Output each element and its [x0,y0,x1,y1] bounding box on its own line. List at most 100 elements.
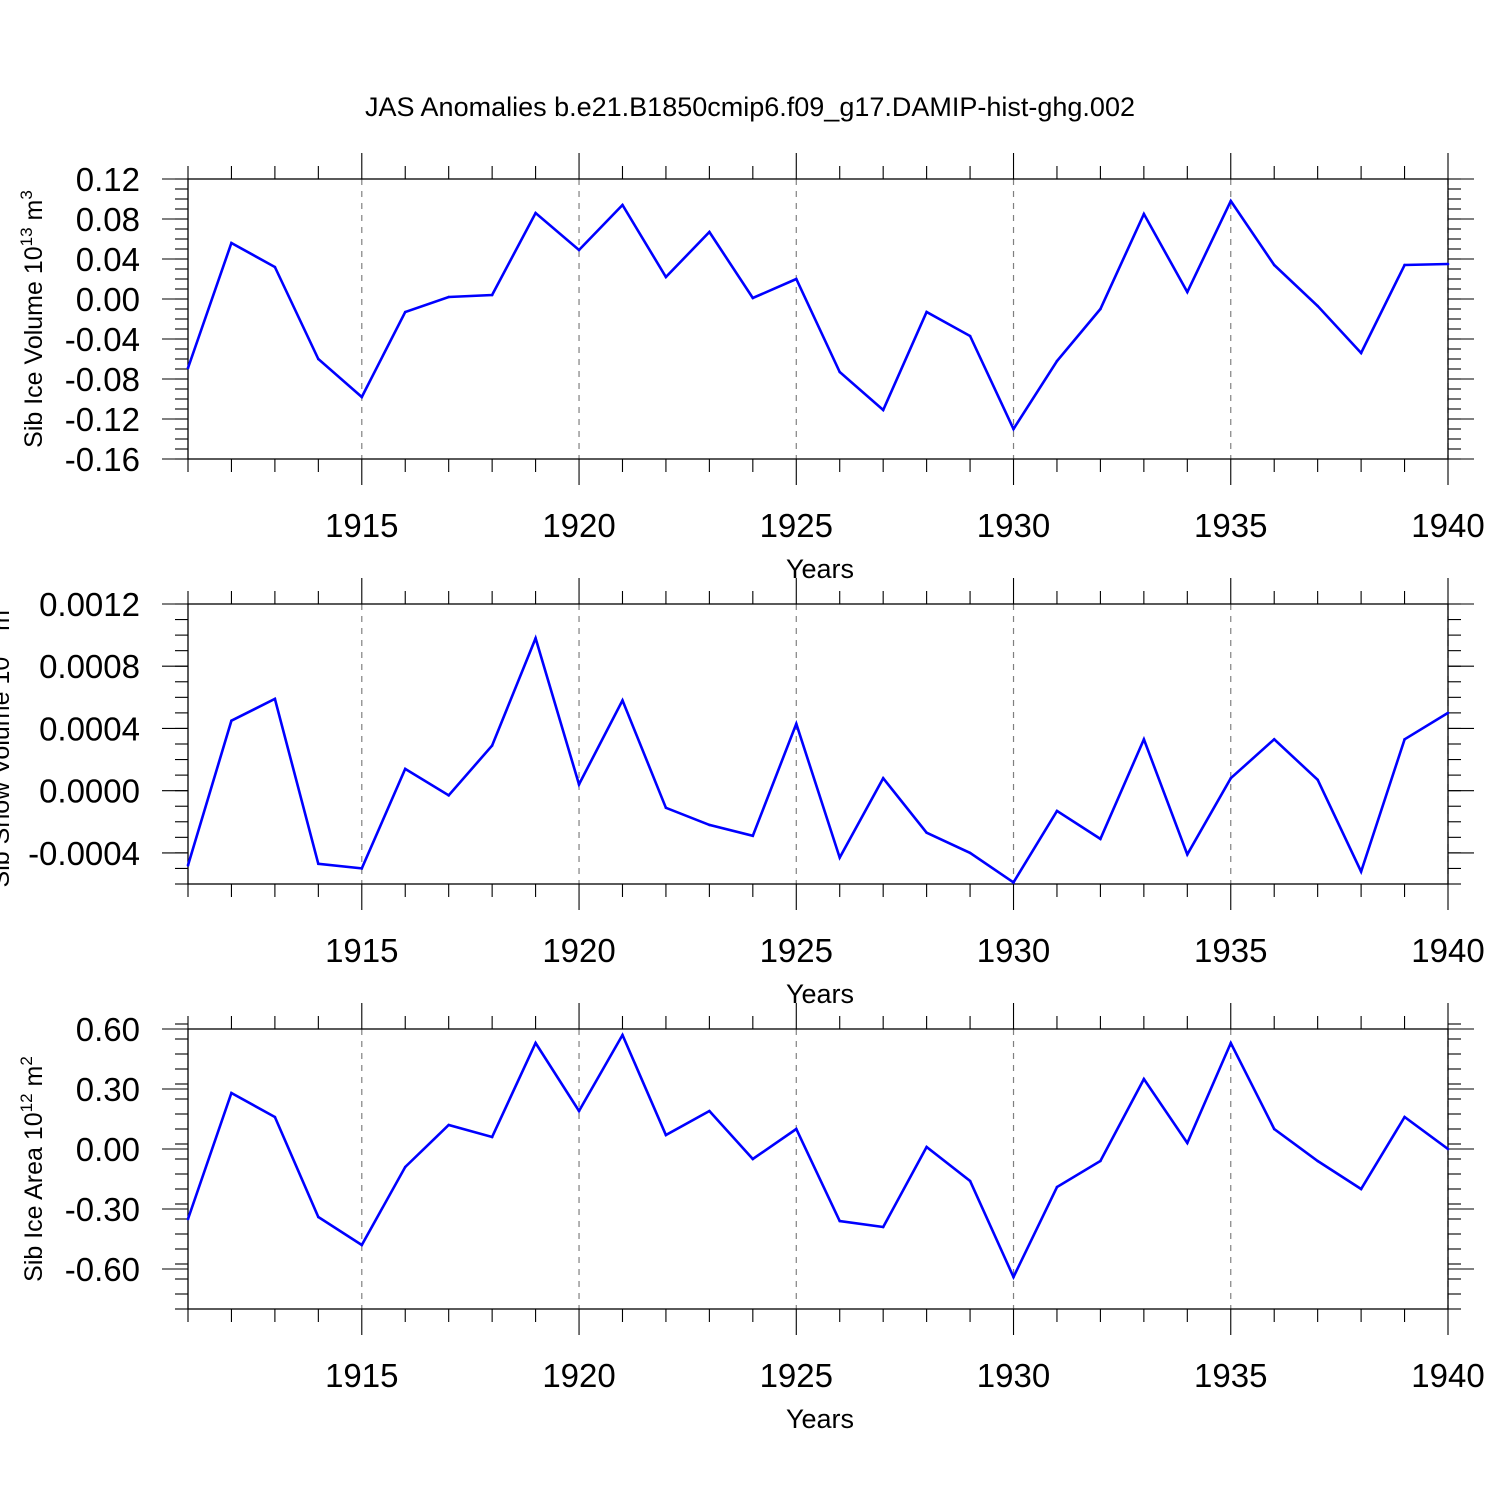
data-point [1229,199,1233,203]
x-tick-label: 1940 [1411,1357,1484,1394]
data-point [1403,1115,1406,1119]
data-point [708,1109,711,1113]
y-tick-label: 0.00 [76,1131,140,1168]
data-point [1012,881,1015,884]
data-point [230,1091,233,1095]
data-point [1186,290,1189,294]
x-tick-label: 1940 [1411,932,1484,969]
data-point [794,722,798,726]
y-tick-label: 0.0000 [39,773,140,810]
data-point [360,395,364,399]
data-point [230,719,233,722]
panel-1: 0.120.080.040.00-0.04-0.08-0.12-0.16 1915… [17,153,1485,584]
y-tick-label: -0.60 [65,1251,140,1288]
y-tick-label: -0.30 [65,1191,140,1228]
x-tick-label: 1935 [1194,932,1267,969]
y-axis-label: Sib Ice Area 1012 m2 [17,1056,48,1282]
data-point [534,1041,537,1045]
data-point [1446,1147,1450,1151]
data-point [230,241,233,245]
y-tick-label: 0.60 [76,1011,140,1048]
data-point [1316,778,1319,782]
x-tick-label: 1920 [542,507,615,544]
data-point [1359,351,1363,355]
data-point [1055,1185,1059,1189]
data-point [1099,307,1102,311]
data-point [1055,359,1059,363]
data-point [1142,738,1146,741]
x-tick-label: 1915 [325,932,398,969]
y-tick-label: 0.30 [76,1071,140,1108]
x-tick-label: 1930 [977,507,1050,544]
data-point [1403,738,1406,741]
data-point [1142,1077,1146,1081]
data-point [664,1133,668,1137]
data-point [968,334,972,338]
y-tick-label: 0.0008 [39,648,140,685]
y-tick-label: 0.04 [76,241,140,278]
x-axis-label: Years [786,1404,854,1434]
data-point [577,1109,581,1113]
panel-2: 0.0012 0.0008 0.0004 0.0000 -0.0004 1915 1920 1… [0,578,1485,1009]
data-point [794,1127,798,1131]
data-point [317,357,320,361]
x-tick-label: 1935 [1194,507,1267,544]
data-point [1316,1159,1319,1163]
data-point [1359,870,1363,873]
data-point [664,806,668,810]
data-point [925,1145,928,1149]
data-point [621,1033,624,1037]
data-point [1012,427,1015,431]
data-point [794,277,798,281]
data-point [925,310,928,314]
y-tick-label: -0.16 [65,441,140,478]
data-point [1403,263,1406,267]
x-tick-label: 1925 [760,1357,833,1394]
y-tick-label: -0.08 [65,361,140,398]
data-point [317,1215,320,1219]
data-point [490,1135,494,1139]
data-point [1272,738,1276,741]
y-tick-label: -0.04 [65,321,140,358]
data-point [1272,1127,1276,1131]
data-point [186,864,190,867]
data-point [1142,212,1146,216]
data-point [621,203,624,207]
plot-frame [187,1028,1449,1310]
data-point [577,248,581,252]
data-point [925,831,928,834]
y-tick-label: 0.08 [76,201,140,238]
y-axis-label: Sib Ice Volume 1013 m3 [17,190,48,448]
data-point [881,776,885,780]
y-tick-label: -0.0004 [28,835,140,872]
data-point [1229,776,1233,780]
panels: 0.120.080.04 0.00 -0.04-0.08-0.12-0.16 1915… [0,153,1485,1434]
y-tick-label: 0.0012 [39,586,140,623]
data-point [1186,1141,1189,1145]
data-point [751,1157,755,1161]
figure-title: JAS Anomalies b.e21.B1850cmip6.f09_g17.D… [365,92,1135,122]
y-tick-label: 0.12 [76,161,140,198]
data-point [968,851,972,855]
y-axis-label: Sib Snow Volume 1013 m3 [0,601,15,888]
x-tick-label: 1915 [325,507,398,544]
data-point [1446,262,1450,266]
series-line [186,634,1449,885]
panel-3: 0.60 0.30 0.00 -0.30 -0.60 1915 1920 1925 1930 19… [17,1003,1485,1434]
data-point [881,408,885,412]
x-tick-label: 1915 [325,1357,398,1394]
data-point [838,856,842,859]
data-point [490,293,494,297]
data-point [577,783,581,786]
data-point [403,310,407,314]
y-tick-label: -0.12 [65,401,140,438]
series-line [186,198,1449,432]
data-point [708,823,711,827]
data-point [664,275,668,279]
data-point [751,296,755,300]
y-tick-label: 0.0004 [39,710,140,747]
x-tick-label: 1940 [1411,507,1484,544]
data-point [273,1115,277,1119]
